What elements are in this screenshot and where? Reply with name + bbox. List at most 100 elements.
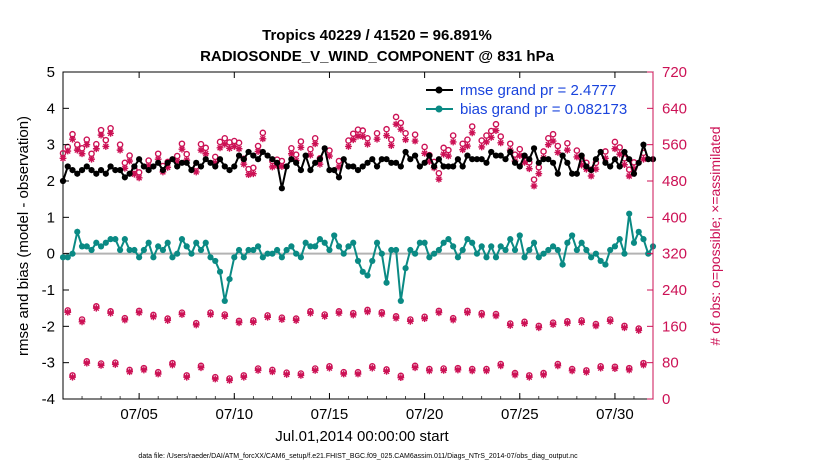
rmse-point (207, 159, 214, 166)
y-tick-label: 5 (47, 64, 55, 81)
obs-assimilated-marker (573, 153, 581, 161)
rmse-point (611, 156, 619, 163)
bias-point (288, 243, 295, 250)
obs-assimilated-marker (578, 318, 586, 326)
rmse-point (373, 163, 381, 170)
obs-assimilated-marker (249, 170, 257, 178)
rmse-point (259, 148, 266, 156)
obs-assimilated-marker (544, 141, 552, 149)
rmse-point (569, 170, 576, 177)
obs-assimilated-marker (69, 373, 76, 381)
obs-assimilated-marker (183, 373, 191, 381)
obs-assimilated-marker (611, 365, 619, 372)
obs-assimilated-marker (335, 163, 343, 171)
obs-assimilated-marker (245, 171, 252, 179)
y2-tick-label: 400 (662, 209, 687, 226)
bias-point (354, 257, 362, 265)
obs-assimilated-marker (92, 145, 100, 153)
obs-assimilated-marker (578, 161, 586, 169)
rmse-point (383, 156, 390, 163)
y2-tick-label: 480 (662, 173, 687, 190)
obs-assimilated-marker (406, 317, 414, 325)
obs-assimilated-marker (297, 371, 305, 379)
bias-point (269, 250, 276, 257)
obs-assimilated-marker (278, 163, 286, 170)
bias-point (573, 246, 580, 254)
rmse-point (274, 159, 281, 166)
rmse-point (464, 152, 471, 159)
obs-assimilated-marker (421, 315, 429, 323)
x-tick-label: 07/15 (311, 406, 349, 423)
obs-assimilated-marker (640, 361, 647, 369)
rmse-point (492, 152, 500, 159)
obs-assimilated-marker (64, 308, 72, 316)
bias-point (274, 246, 281, 254)
obs-assimilated-marker (292, 317, 300, 324)
y-tick-label: -3 (42, 355, 55, 372)
bias-point (136, 254, 143, 261)
bias-point (235, 246, 243, 254)
obs-assimilated-marker (563, 319, 571, 327)
bias-point (426, 254, 433, 261)
rmse-point (626, 156, 633, 163)
bias-point (264, 250, 271, 257)
rmse-point (454, 156, 462, 163)
obs-assimilated-marker (492, 127, 500, 134)
obs-assimilated-marker (230, 143, 238, 150)
obs-assimilated-marker (459, 146, 467, 154)
bias-point (188, 250, 195, 257)
obs-assimilated-marker (340, 370, 348, 378)
bias-point (397, 297, 404, 304)
bias-point (554, 246, 561, 254)
bias-point (450, 243, 457, 250)
legend: rmse grand pr = 2.4777 bias grand pr = 0… (419, 79, 647, 119)
rmse-point (416, 163, 423, 170)
obs-assimilated-marker (345, 143, 352, 150)
obs-assimilated-marker (326, 364, 333, 372)
obs-assimilated-marker (554, 148, 562, 156)
rmse-point (488, 148, 495, 156)
rmse-point (507, 148, 514, 156)
rmse-point (269, 156, 276, 163)
obs-assimilated-marker (221, 140, 229, 148)
bias-point (469, 239, 476, 246)
obs-assimilated-marker (611, 145, 619, 153)
obs-assimilated-marker (216, 144, 224, 152)
bias-point (350, 239, 357, 246)
bias-point (174, 250, 181, 257)
rmse-point (411, 152, 419, 159)
obs-assimilated-marker (178, 311, 186, 318)
obs-assimilated-marker (454, 366, 462, 374)
obs-assimilated-marker (364, 308, 371, 316)
bias-point (407, 246, 414, 254)
obs-assimilated-marker (464, 142, 471, 150)
bias-point (445, 236, 452, 243)
bias-point (616, 236, 623, 243)
y2-tick-label: 80 (662, 355, 679, 372)
rmse-point (521, 152, 528, 159)
rmse-point (350, 163, 357, 170)
rmse-point (511, 159, 519, 166)
obs-assimilated-marker (468, 129, 476, 137)
obs-assimilated-marker (268, 368, 276, 376)
y-axis-right: 0 80 160 240 320 400 480 560 640 720 (647, 64, 687, 408)
x-tick-label: 07/20 (406, 406, 444, 423)
bias-point (511, 246, 519, 254)
obs-assimilated-marker (497, 362, 505, 370)
obs-assimilated-marker (440, 150, 448, 158)
bias-point (378, 250, 385, 257)
obs-assimilated-marker (354, 370, 362, 378)
obs-assimilated-marker (525, 165, 533, 173)
rmse-point (140, 163, 147, 170)
rmse-point (74, 170, 81, 177)
obs-assimilated-marker (425, 158, 433, 165)
bias-point (516, 232, 523, 239)
rmse-point (621, 148, 628, 156)
obs-assimilated-marker (88, 155, 95, 163)
bias-point (321, 239, 328, 246)
rmse-point (302, 152, 309, 159)
rmse-point (483, 159, 490, 166)
obs-assimilated-marker (540, 371, 547, 379)
bias-point (164, 239, 171, 246)
obs-assimilated-marker (164, 317, 172, 324)
